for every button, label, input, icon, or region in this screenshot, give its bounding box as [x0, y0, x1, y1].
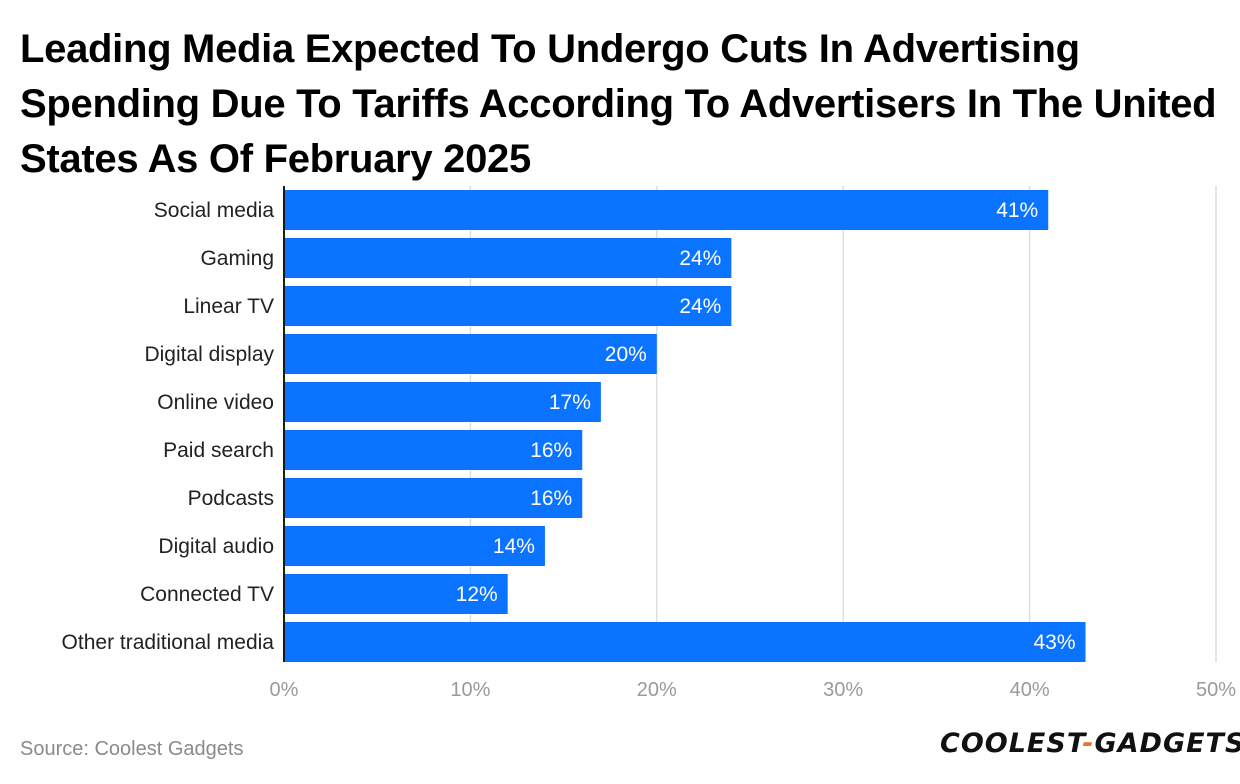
brand-logo: COOLEST-GADGETS: [940, 728, 1240, 759]
x-tick-label: 30%: [823, 679, 863, 701]
value-label: 20%: [605, 343, 647, 366]
bar: [284, 622, 1086, 662]
value-label: 16%: [530, 487, 572, 510]
category-label: Other traditional media: [62, 631, 275, 654]
bar: [284, 286, 732, 326]
value-label: 12%: [456, 583, 498, 606]
bar: [284, 382, 601, 422]
x-tick-label: 50%: [1196, 679, 1236, 701]
bar: [284, 190, 1049, 230]
category-label: Linear TV: [183, 295, 274, 318]
category-label: Paid search: [163, 439, 274, 462]
value-label: 24%: [679, 247, 721, 270]
bar: [284, 526, 545, 566]
value-label: 24%: [679, 295, 721, 318]
category-label: Digital display: [144, 343, 274, 366]
category-label: Gaming: [200, 247, 274, 270]
category-label: Online video: [157, 391, 274, 414]
value-label: 17%: [549, 391, 591, 414]
brand-logo-left: COOLEST: [940, 728, 1083, 759]
brand-logo-right: GADGETS: [1094, 728, 1240, 759]
brand-logo-dash: -: [1082, 728, 1095, 759]
bar: [284, 478, 583, 518]
category-label: Social media: [154, 199, 275, 222]
x-tick-label: 40%: [1010, 679, 1050, 701]
category-label: Digital audio: [158, 535, 274, 558]
bar: [284, 238, 732, 278]
bar: [284, 574, 508, 614]
value-label: 43%: [1033, 631, 1075, 654]
x-tick-label: 20%: [637, 679, 677, 701]
category-label: Connected TV: [140, 583, 274, 606]
x-tick-label: 10%: [450, 679, 490, 701]
chart-title: Leading Media Expected To Undergo Cuts I…: [20, 27, 1217, 181]
value-label: 41%: [996, 199, 1038, 222]
value-label: 14%: [493, 535, 535, 558]
bar: [284, 334, 657, 374]
category-label: Podcasts: [188, 487, 274, 510]
bar: [284, 430, 583, 470]
x-tick-label: 0%: [270, 679, 299, 701]
value-label: 16%: [530, 439, 572, 462]
source-note: Source: Coolest Gadgets: [20, 738, 244, 760]
